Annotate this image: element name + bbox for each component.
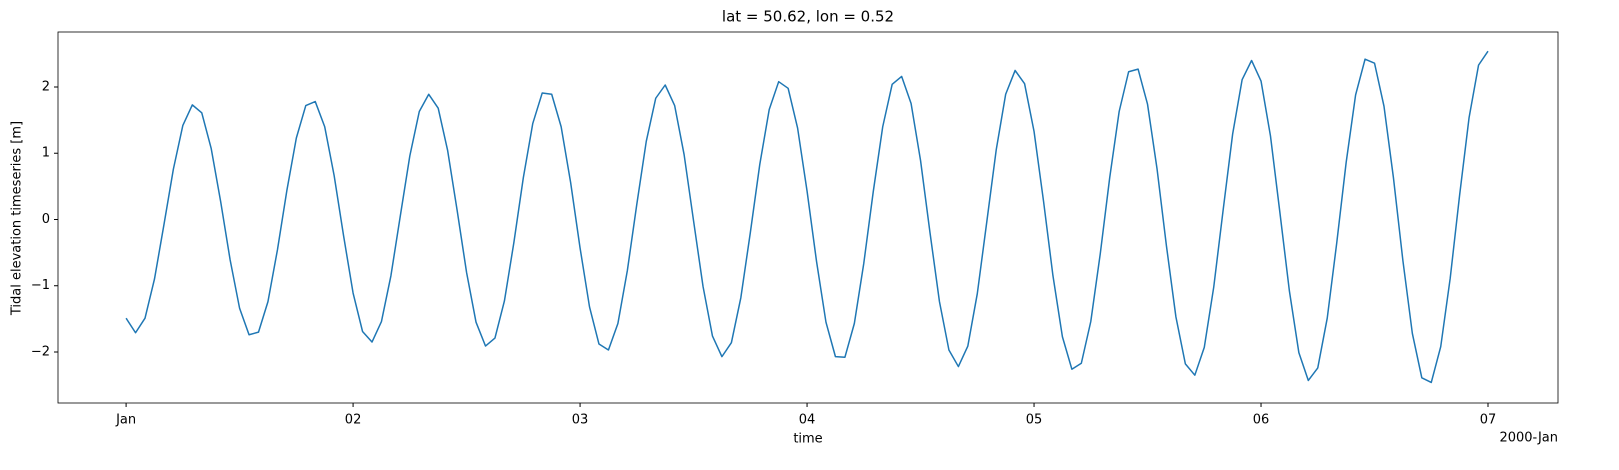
y-tick-label: 1: [42, 146, 50, 161]
y-tick-label: 0: [42, 212, 50, 227]
x-tick-label: 07: [1480, 413, 1497, 428]
y-axis-label: Tidal elevation timeseries [m]: [10, 121, 25, 316]
x-tick-label: Jan: [115, 413, 136, 428]
x-offset-label: 2000-Jan: [1499, 431, 1558, 446]
plot-frame: [57, 31, 1559, 404]
x-tick-label: 04: [799, 413, 816, 428]
y-tick-label: −2: [31, 344, 50, 359]
y-tick-label: −1: [31, 278, 50, 293]
y-tick-label: 2: [42, 79, 50, 94]
x-tick-label: 03: [572, 413, 589, 428]
x-tick-label: 06: [1253, 413, 1270, 428]
line-series: [125, 50, 1489, 384]
x-tick-label: 05: [1026, 413, 1043, 428]
x-axis-label: time: [793, 432, 822, 447]
chart-title: lat = 50.62, lon = 0.52: [722, 8, 894, 26]
x-tick-label: 02: [345, 413, 362, 428]
